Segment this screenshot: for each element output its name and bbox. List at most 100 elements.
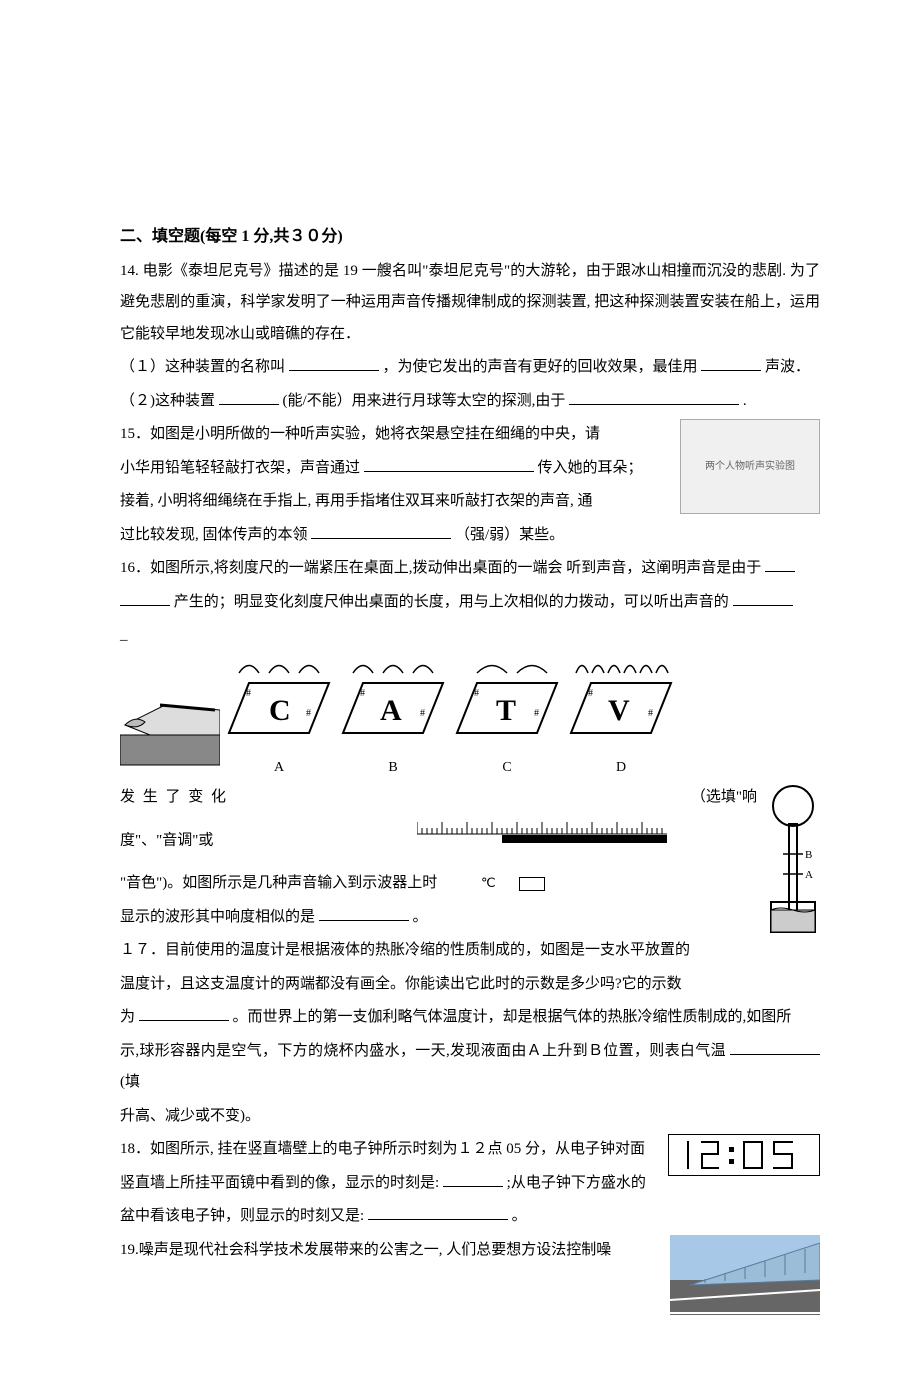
q16-tail3-row: 度"、"音调"或	[120, 816, 820, 867]
q16-tail5b: 。	[413, 909, 428, 925]
q16-tail-block: B A 发 生 了 变 化 （选填"响 度"、"音调"或	[120, 782, 820, 1002]
q16-underscore: _	[120, 620, 820, 652]
q14-sub1b: ，为使它发出的声音有更好的回收效果，最佳用	[383, 359, 698, 375]
q14-sub2a: （２)这种装置	[120, 393, 215, 409]
q16-tail1: 发 生 了 变 化	[120, 782, 228, 814]
q17-line3a: 为	[120, 1009, 135, 1025]
q15-block: 两个人物听声实验图 15．如图是小明所做的一种听声实验，她将衣架悬空挂在细绳的中…	[120, 419, 820, 553]
svg-text:#: #	[474, 688, 479, 699]
svg-text:V: V	[608, 694, 630, 727]
q18-block: 18．如图所示, 挂在竖直墙壁上的电子钟所示时刻为１２点 05 分，从电子钟对面…	[120, 1134, 820, 1235]
wave-panel-a: C # # A	[224, 658, 334, 783]
q15-blank-2[interactable]	[311, 523, 451, 539]
celsius-label: ℃	[481, 869, 496, 896]
q14-sub2b: (能/不能）用来进行月球等太空的探测,由于	[283, 393, 566, 409]
svg-text:B: B	[805, 849, 812, 861]
q15-line4a: 过比较发现, 固体传声的本领	[120, 527, 308, 543]
q17-line1: １７．目前使用的温度计是根据液体的热胀冷缩的性质制成的，如图是一支水平放置的	[120, 935, 820, 967]
q17-line4b: (填	[120, 1074, 140, 1090]
q14-sub1: （１）这种装置的名称叫 ，为使它发出的声音有更好的回收效果，最佳用 声波．	[120, 352, 820, 384]
q18-line3b: 。	[512, 1208, 527, 1224]
ruler-svg	[120, 680, 220, 770]
q16-tail2: （选填"响	[691, 782, 757, 814]
galileo-thermo-figure: B A	[765, 782, 820, 955]
svg-text:A: A	[380, 694, 402, 727]
wave-b-label: B	[338, 753, 448, 782]
q15-figure-alt: 两个人物听声实验图	[705, 456, 795, 477]
wave-a-svg: C # #	[224, 658, 334, 743]
thermo-scale-figure	[417, 816, 667, 867]
wave-panel-c: T # # C	[452, 658, 562, 783]
galileo-thermo-svg: B A	[765, 782, 820, 942]
q18-line3: 盆中看该电子钟，则显示的时刻又是: 。	[120, 1201, 820, 1233]
svg-text:#: #	[420, 708, 425, 719]
q15-blank-1[interactable]	[364, 456, 534, 472]
q15-line2b: 传入她的耳朵；	[538, 460, 643, 476]
svg-text:C: C	[269, 694, 291, 727]
page-root: 二、填空题(每空 1 分,共３０分) 14. 电影《泰坦尼克号》描述的是 19 …	[0, 0, 920, 1391]
q18-blank-2[interactable]	[368, 1204, 508, 1220]
wave-a-label: A	[224, 753, 334, 782]
wave-c-svg: T # #	[452, 658, 562, 743]
q18-line2b: ;从电子钟下方盛水的	[507, 1175, 646, 1191]
wave-d-svg: V # #	[566, 658, 676, 743]
q16-line1a: 16．如图所示,将刻度尺的一端紧压在桌面上,拨动伸出桌面的一端会 听到声音，这阐…	[120, 560, 761, 576]
q18-clock-figure	[668, 1134, 820, 1176]
svg-text:#: #	[306, 708, 311, 719]
q16-line2a: 产生的；明显变化刻度尺伸出桌面的长度，用与上次相似的力拨动，可以听出声音的	[174, 594, 729, 610]
svg-text:#: #	[588, 688, 593, 699]
q16-blank-3[interactable]	[319, 905, 409, 921]
q16-blank-1b[interactable]	[120, 590, 170, 606]
q15-line4b: （强/弱）某些。	[455, 527, 564, 543]
q14-sub1c: 声波．	[765, 359, 810, 375]
wave-b-svg: A # #	[338, 658, 448, 743]
q15-line2a: 小华用铅笔轻轻敲打衣架，声音通过	[120, 460, 360, 476]
q16-blank-2[interactable]	[733, 590, 793, 606]
q16-line1: 16．如图所示,将刻度尺的一端紧压在桌面上,拨动伸出桌面的一端会 听到声音，这阐…	[120, 553, 820, 585]
q14-blank-2[interactable]	[701, 355, 761, 371]
q16-ruler-figure	[120, 680, 220, 783]
q14-blank-4[interactable]	[569, 389, 739, 405]
q15-line4: 过比较发现, 固体传声的本领 （强/弱）某些。	[120, 520, 820, 552]
q16-tail1-row: 发 生 了 变 化 （选填"响	[120, 782, 757, 814]
q17-line3: 为 。而世界上的第一支伽利略气体温度计，却是根据气体的热胀冷缩性质制成的,如图所	[120, 1002, 820, 1034]
q14-blank-3[interactable]	[219, 389, 279, 405]
q19-figure	[670, 1235, 820, 1328]
q14-blank-1[interactable]	[289, 355, 379, 371]
q14-sub2: （２)这种装置 (能/不能）用来进行月球等太空的探测,由于 .	[120, 386, 820, 418]
thermo-box-icon	[519, 877, 545, 891]
q17-blank-1[interactable]	[139, 1005, 229, 1021]
q18-blank-1[interactable]	[443, 1171, 503, 1187]
q18-line2a: 竖直墙上所挂平面镜中看到的像，显示的时刻是:	[120, 1175, 439, 1191]
q16-tail4a: "音色")。如图所示是几种声音输入到示波器上时	[120, 875, 437, 891]
wave-panel-b: A # # B	[338, 658, 448, 783]
svg-text:#: #	[246, 688, 251, 699]
clock-svg	[674, 1138, 814, 1172]
q18-line3a: 盆中看该电子钟，则显示的时刻又是:	[120, 1208, 364, 1224]
highway-svg	[670, 1235, 820, 1315]
q16-tail3: 度"、"音调"或	[120, 833, 213, 849]
q16-tail5a: 显示的波形其中响度相似的是	[120, 909, 315, 925]
svg-text:#: #	[534, 708, 539, 719]
q14-sub2c: .	[743, 393, 747, 409]
q16-line2: 产生的；明显变化刻度尺伸出桌面的长度，用与上次相似的力拨动，可以听出声音的	[120, 587, 820, 619]
digital-clock	[668, 1134, 820, 1176]
thermo-scale-svg	[417, 816, 667, 854]
svg-text:#: #	[360, 688, 365, 699]
svg-text:A: A	[805, 869, 813, 881]
wave-panel-d: V # # D	[566, 658, 676, 783]
svg-text:T: T	[496, 694, 516, 727]
q17-line2: 温度计，且这支温度计的两端都没有画全。你能读出它此时的示数是多少吗?它的示数	[120, 969, 820, 1001]
wave-c-label: C	[452, 753, 562, 782]
q14-stem: 14. 电影《泰坦尼克号》描述的是 19 一艘名叫"泰坦尼克号"的大游轮，由于跟…	[120, 256, 820, 351]
q16-blank-1a[interactable]	[765, 556, 795, 572]
wave-d-label: D	[566, 753, 676, 782]
q14-sub1a: （１）这种装置的名称叫	[120, 359, 285, 375]
q17-line3b: 。而世界上的第一支伽利略气体温度计，却是根据气体的热胀冷缩性质制成的,如图所	[233, 1009, 792, 1025]
q17-line4a: 示,球形容器内是空气，下方的烧杯内盛水，一天,发现液面由Ａ上升到Ｂ位置，则表白气…	[120, 1043, 726, 1059]
q17-blank-2[interactable]	[730, 1039, 820, 1055]
svg-text:#: #	[648, 708, 653, 719]
section-title: 二、填空题(每空 1 分,共３０分)	[120, 220, 820, 254]
q16-tail5: 显示的波形其中响度相似的是 。	[120, 902, 820, 934]
q15-figure: 两个人物听声实验图	[680, 419, 820, 514]
